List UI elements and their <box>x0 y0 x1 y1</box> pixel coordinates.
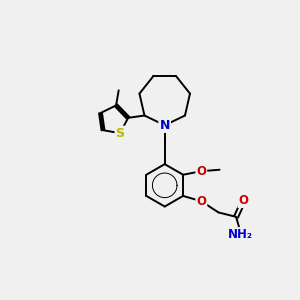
Text: N: N <box>160 119 170 132</box>
Text: S: S <box>116 127 124 140</box>
Text: NH₂: NH₂ <box>228 228 253 241</box>
Text: O: O <box>196 195 206 208</box>
Text: N: N <box>160 119 170 132</box>
Text: O: O <box>238 194 248 207</box>
Text: O: O <box>196 165 206 178</box>
